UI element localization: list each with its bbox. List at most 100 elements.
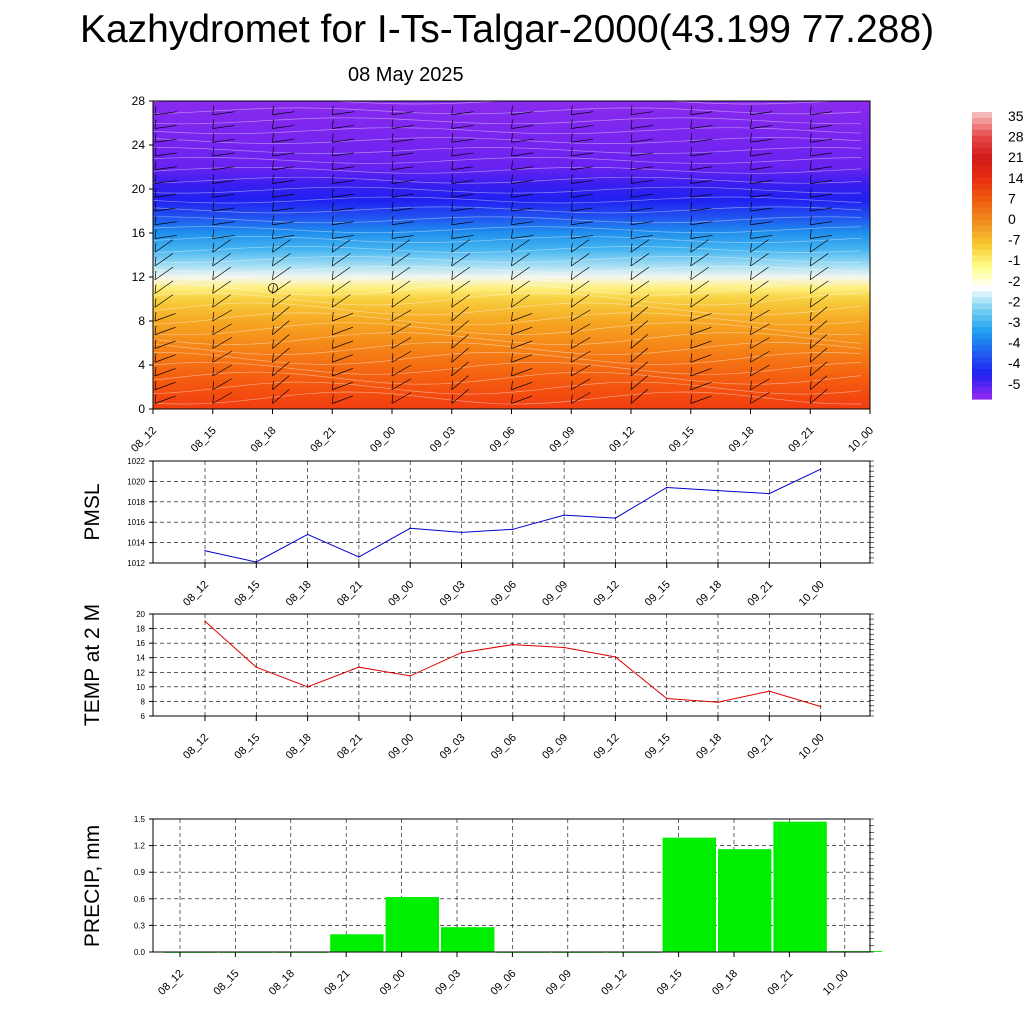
wind-barb-flag — [272, 105, 274, 115]
wind-barb — [571, 323, 591, 336]
wind-barb-flag — [331, 394, 334, 404]
wind-barb-flag — [451, 105, 454, 115]
y-tick-label: 1016 — [127, 518, 145, 527]
wind-barb-flag — [331, 201, 334, 212]
contour-line — [153, 101, 840, 105]
wind-barb-flag — [630, 394, 633, 404]
colorbar-label: 35 — [1008, 108, 1024, 124]
page-date: 08 May 2025 — [348, 64, 464, 86]
colorbar-swatch — [972, 129, 992, 137]
wind-barb — [332, 340, 354, 349]
wind-barb — [630, 375, 649, 391]
colorbar-swatch — [972, 231, 992, 239]
wind-barb-flag — [451, 339, 454, 349]
wind-barb-flag — [451, 160, 454, 170]
wind-barb — [630, 361, 649, 377]
colorbar-label: -4 — [1008, 335, 1021, 351]
wind-barb-flag — [750, 243, 752, 253]
y-tick-label: 20 — [132, 182, 146, 196]
wind-barb — [750, 266, 769, 281]
colorbar-swatch — [972, 153, 992, 161]
wind-barb-flag — [154, 201, 157, 212]
x-tick-label: 08_21 — [335, 579, 365, 609]
wind-barb — [750, 364, 770, 377]
wind-barb — [571, 235, 594, 239]
wind-barb-flag — [331, 229, 334, 239]
x-tick-label: 09_06 — [488, 968, 518, 998]
wind-barb-flag — [272, 201, 274, 212]
wind-barb — [272, 239, 291, 253]
wind-barb — [212, 323, 232, 336]
wind-barb-flag — [690, 339, 693, 349]
wind-barb — [154, 138, 177, 143]
wind-barb — [154, 313, 176, 322]
colorbar-swatch — [972, 159, 992, 167]
plot-area — [153, 614, 870, 716]
wind-barb — [154, 326, 176, 336]
wind-barb-flag — [630, 380, 633, 390]
wind-barb-flag — [750, 133, 752, 143]
wind-barb-flag — [570, 298, 573, 308]
wind-barb-flag — [212, 105, 215, 115]
wind-barb — [750, 221, 773, 226]
wind-barb-flag — [272, 160, 274, 170]
wind-barb — [451, 111, 474, 116]
wind-barb — [451, 320, 469, 336]
x-tick-label: 08_21 — [335, 732, 365, 762]
y-tick-label: 16 — [132, 226, 146, 240]
wind-barb-flag — [809, 298, 812, 308]
wind-barb — [690, 326, 712, 336]
wind-barb — [690, 207, 713, 212]
wind-barb-flag — [391, 339, 394, 349]
wind-barb — [750, 138, 773, 143]
x-tick-label: 09_03 — [438, 732, 468, 762]
contour-line — [153, 265, 862, 273]
y-tick-label: 0.3 — [134, 921, 146, 930]
wind-barb — [571, 166, 594, 171]
wind-barb — [272, 320, 290, 336]
wind-barb-flag — [331, 256, 334, 267]
wind-barb — [869, 375, 870, 376]
wind-barb — [630, 152, 653, 157]
wind-barb — [630, 207, 653, 212]
wind-barb-flag — [690, 215, 693, 225]
colorbar-swatch — [972, 279, 992, 286]
wind-barb — [272, 280, 291, 294]
wind-barb-flag — [451, 380, 454, 390]
wind-barb — [391, 392, 412, 404]
wind-barb — [154, 180, 177, 184]
wind-barb-flag — [570, 188, 573, 198]
wind-barb-flag — [511, 325, 513, 335]
wind-barb — [451, 193, 474, 198]
wind-barb — [869, 293, 870, 294]
pmsl-panel: 1012 1014 1016 1018 1020 1022 08_12 08_15 08_18 0… — [81, 457, 874, 609]
wind-barb — [451, 266, 470, 281]
x-tick-label: 08_21 — [322, 968, 352, 998]
wind-barb — [212, 125, 235, 129]
contour-line — [153, 226, 862, 234]
wind-barb-flag — [630, 174, 633, 184]
colorbar-label: -4 — [1008, 355, 1021, 371]
wind-barb-flag — [511, 201, 513, 212]
wind-barb — [571, 280, 590, 294]
wind-barb — [154, 207, 177, 212]
wind-barb — [869, 155, 870, 156]
wind-barb — [391, 309, 412, 322]
wind-barb — [332, 207, 355, 212]
wind-barb — [750, 111, 773, 116]
wind-barb-flag — [570, 353, 573, 363]
wind-barb — [272, 180, 295, 184]
data-point — [512, 643, 514, 646]
wind-barb — [690, 138, 713, 143]
x-tick-label: 09_06 — [489, 579, 519, 609]
wind-barb-flag — [511, 339, 513, 349]
wind-barb — [154, 266, 174, 281]
colorbar-swatch — [972, 387, 992, 394]
wind-barb — [391, 180, 414, 184]
data-point — [717, 701, 719, 703]
wind-barb — [750, 125, 773, 129]
wind-barb-flag — [570, 215, 573, 225]
wind-barb — [630, 294, 650, 308]
contour-line — [153, 117, 862, 125]
wind-barb — [154, 280, 174, 294]
